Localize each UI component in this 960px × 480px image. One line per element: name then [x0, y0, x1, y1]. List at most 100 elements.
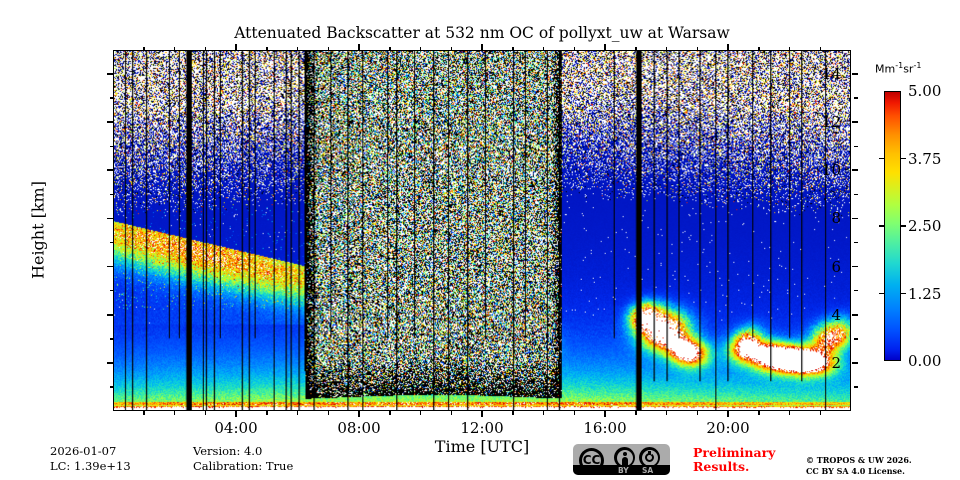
y-tick-minor — [109, 193, 113, 196]
x-tick-minor — [788, 411, 791, 415]
backscatter-heatmap — [114, 51, 850, 410]
axis-ticks: 2 4 6 8 10 12 14 04:00 08:00 12:00 16:00 20:00 — [107, 44, 858, 437]
colorbar-unit-exp2: -1 — [913, 61, 922, 70]
y-tick-label: 2 — [831, 353, 841, 372]
y-tick — [107, 313, 113, 316]
y-tick-label: 10 — [821, 161, 841, 180]
y-tick-label: 6 — [831, 257, 841, 276]
y-tick-minor — [854, 289, 858, 292]
colorbar-tick — [879, 292, 884, 295]
y-tick-label: 14 — [821, 65, 841, 84]
x-tick-minor — [173, 46, 176, 50]
cc-text: CC — [582, 453, 601, 467]
x-tick-minor — [327, 46, 329, 50]
x-tick-label: 04:00 — [214, 419, 258, 437]
x-tick-label: 20:00 — [706, 419, 750, 437]
x-tick — [727, 44, 729, 50]
x-tick — [235, 411, 237, 417]
x-tick — [604, 411, 606, 417]
y-tick-minor — [109, 145, 113, 148]
y-tick — [107, 362, 113, 364]
plot-area — [113, 50, 851, 411]
by-head-icon — [622, 452, 627, 456]
x-tick-minor — [450, 411, 452, 415]
cc-strip — [573, 465, 670, 475]
x-axis-title: Time [UTC] — [434, 437, 530, 456]
x-tick-minor — [512, 46, 514, 50]
x-tick-minor — [542, 411, 545, 415]
colorbar-tick-label: 0.00 — [908, 352, 942, 370]
copyright-notice: © TROPOS & UW 2026. CC BY SA 4.0 License… — [806, 455, 912, 476]
x-tick-minor — [296, 411, 299, 415]
x-tick-minor — [788, 46, 791, 50]
x-tick — [481, 411, 483, 417]
x-tick-minor — [204, 411, 206, 415]
y-tick — [852, 169, 858, 172]
x-tick-minor — [389, 46, 391, 50]
colorbar-tick-label: 2.50 — [908, 217, 942, 235]
creative-commons-badge: CC BY SA — [573, 444, 670, 475]
colorbar-tick — [901, 157, 906, 160]
y-tick-minor — [854, 386, 858, 388]
y-tick — [852, 73, 858, 75]
y-tick — [852, 362, 858, 364]
y-tick — [107, 121, 113, 124]
by-body-icon — [621, 457, 628, 466]
colorbar-gradient — [884, 91, 901, 361]
x-tick-minor — [204, 46, 206, 50]
x-tick-minor — [173, 411, 176, 415]
x-tick-minor — [665, 46, 668, 50]
colorbar-tick — [901, 225, 906, 227]
footer-version: Version: 4.0 — [193, 444, 263, 458]
y-tick — [852, 217, 858, 220]
footer-date: 2026-01-07 — [50, 444, 117, 458]
colorbar-unit-mm: Mm — [875, 62, 896, 76]
colorbar-tick — [879, 225, 884, 227]
colorbar-tick — [901, 292, 906, 295]
y-tick-minor — [109, 338, 113, 340]
x-tick-minor — [389, 411, 391, 415]
y-tick — [852, 265, 858, 268]
cc-sa-label: SA — [642, 465, 654, 475]
colorbar-tick-label: 1.25 — [908, 284, 942, 303]
x-tick — [358, 411, 360, 417]
y-tick — [107, 217, 113, 220]
x-tick-minor — [819, 46, 821, 50]
x-tick-label: 16:00 — [583, 419, 627, 437]
cc-by-label: BY — [618, 465, 629, 475]
y-tick-minor — [109, 289, 113, 292]
x-tick-minor — [143, 46, 145, 50]
colorbar-tick-label: 5.00 — [908, 82, 942, 100]
x-tick-minor — [573, 46, 575, 50]
x-tick-minor — [758, 46, 760, 50]
x-tick-minor — [327, 411, 329, 415]
y-tick-minor — [109, 241, 113, 244]
colorbar-tick — [879, 157, 884, 160]
y-tick-minor — [109, 97, 113, 99]
x-tick-minor — [266, 46, 268, 50]
y-tick-label: 4 — [831, 305, 841, 324]
x-tick — [481, 44, 483, 50]
colorbar-unit-exp1: -1 — [895, 61, 904, 70]
y-tick — [852, 121, 858, 124]
copyright-line-1: © TROPOS & UW 2026. — [806, 455, 912, 465]
y-tick — [852, 313, 858, 316]
y-axis-title: Height [km] — [28, 181, 48, 279]
x-tick-minor — [819, 411, 821, 415]
preliminary-line-1: Preliminary — [693, 445, 776, 460]
colorbar: 0.00 1.25 2.50 3.75 5.00 — [879, 82, 941, 370]
y-tick-minor — [109, 386, 113, 388]
x-tick — [358, 44, 360, 50]
x-tick — [235, 44, 237, 50]
x-tick-minor — [696, 46, 698, 50]
x-tick-minor — [450, 46, 452, 50]
x-tick-minor — [419, 46, 422, 50]
y-tick-minor — [854, 241, 858, 244]
footer-calibration: Calibration: True — [193, 459, 294, 473]
x-tick — [604, 44, 606, 50]
x-tick-minor — [573, 411, 575, 415]
x-tick-minor — [758, 411, 760, 415]
x-tick-minor — [542, 46, 545, 50]
y-tick — [107, 169, 113, 172]
y-tick — [107, 265, 113, 268]
